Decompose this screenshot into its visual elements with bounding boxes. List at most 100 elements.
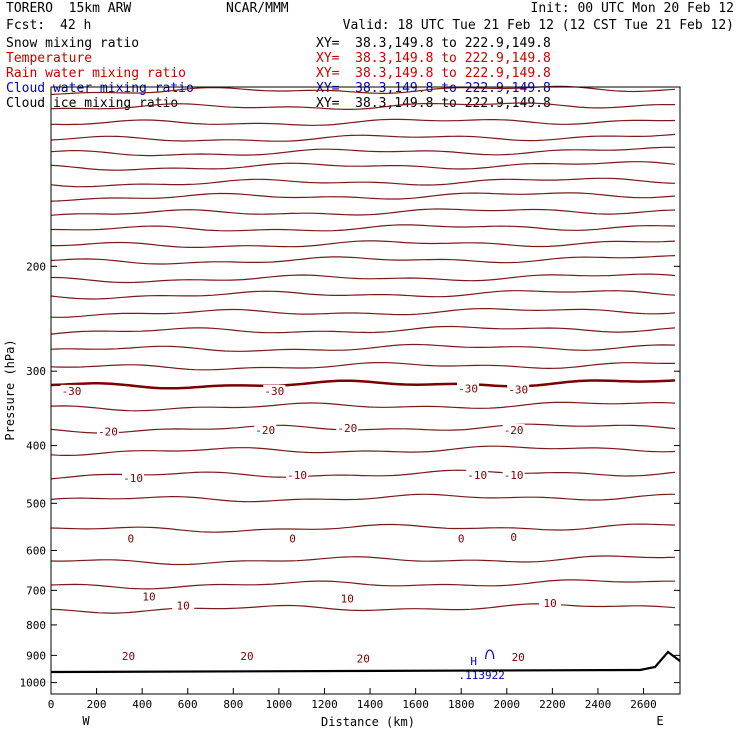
x-tick-label: 600 xyxy=(178,698,198,711)
isotherm-lines xyxy=(50,85,676,614)
contour-label: 20 xyxy=(357,653,370,666)
isotherm-line xyxy=(50,161,676,171)
contour-label: -20 xyxy=(98,425,118,438)
contour-label: -30 xyxy=(458,382,478,395)
terrain-line xyxy=(50,650,681,674)
cloud-water-max-symbol: H xyxy=(470,655,477,668)
field-xy-temperature: XY= 38.3,149.8 to 222.9,149.8 xyxy=(316,51,551,66)
x-axis-east-label: E xyxy=(656,714,663,728)
contour-label: 10 xyxy=(341,592,354,605)
y-tick-label: 900 xyxy=(26,649,46,662)
x-tick-label: 2600 xyxy=(630,698,657,711)
y-tick-label: 700 xyxy=(26,584,46,597)
isotherm-line xyxy=(51,240,676,248)
field-label-snow: Snow mixing ratio xyxy=(6,36,140,51)
x-tick-label: 400 xyxy=(132,698,152,711)
contour-label: -10 xyxy=(123,472,143,485)
contour-label-bg xyxy=(507,383,530,396)
isotherm-line xyxy=(50,85,676,96)
contour-label-bg xyxy=(336,592,359,605)
contour-label-bg xyxy=(352,652,375,665)
contour-label-bg xyxy=(457,382,480,395)
contour-label-bg xyxy=(119,532,142,545)
y-tick-label: 800 xyxy=(26,619,46,632)
isotherm-line xyxy=(50,290,676,300)
contour-label: 20 xyxy=(240,650,253,663)
contour-label-bg xyxy=(235,649,258,662)
terrain-profile xyxy=(50,650,681,674)
isotherm-line xyxy=(50,133,676,142)
contour-labels: -30 -30 -30 -30 -20 -20 -20 -20 -10 -10 -10 -10 0 0 0 0… xyxy=(60,382,562,666)
contour-label: 20 xyxy=(512,651,525,664)
y-axis-title: Pressure (hPa) xyxy=(3,339,17,440)
x-axis-west-label: W xyxy=(82,714,90,728)
isotherm-line xyxy=(51,224,676,232)
y-tick-label: 300 xyxy=(26,365,46,378)
cloud-water-max-value: .113922 xyxy=(459,669,505,682)
forecast-label: Fcst: xyxy=(6,18,46,33)
isotherm-line xyxy=(50,493,675,503)
contour-label: -10 xyxy=(287,469,307,482)
isotherm-line xyxy=(50,423,676,434)
contour-label: -10 xyxy=(467,469,487,482)
field-label-temperature: Temperature xyxy=(6,51,93,66)
contour-label: -30 xyxy=(62,385,82,398)
x-tick-label: 2400 xyxy=(585,698,612,711)
contour-label: 10 xyxy=(543,597,556,610)
isotherm-line xyxy=(50,308,676,318)
contour-label-bg xyxy=(539,597,562,610)
isotherm-line xyxy=(50,192,676,202)
isotherm-line xyxy=(50,362,675,371)
isotherm-line xyxy=(50,255,676,265)
contour-label: 0 xyxy=(289,532,296,545)
x-tick-label: 800 xyxy=(223,698,243,711)
x-axis-ticks: 0 200 400 600 800 1000 1200 1400 1600 1800 2000 220… xyxy=(48,688,657,711)
y-tick-label: 400 xyxy=(26,440,46,453)
contour-label-bg xyxy=(137,590,160,603)
contour-label: -20 xyxy=(504,424,524,437)
contour-label: 0 xyxy=(127,532,134,545)
contour-label: 10 xyxy=(177,599,190,612)
cloud-water-contour xyxy=(485,649,495,660)
contour-label: -30 xyxy=(264,385,284,398)
contour-label-bg xyxy=(450,532,473,545)
contour-label-bg xyxy=(281,532,304,545)
plot-frame xyxy=(50,86,681,695)
contour-label-bg xyxy=(172,599,195,612)
contour-label-bg xyxy=(263,384,286,397)
y-tick-label: 500 xyxy=(26,497,46,510)
isotherm-line xyxy=(50,523,676,533)
field-xy-snow: XY= 38.3,149.8 to 222.9,149.8 xyxy=(316,36,551,51)
field-xy-rain: XY= 38.3,149.8 to 222.9,149.8 xyxy=(316,66,551,81)
contour-label: -20 xyxy=(255,424,275,437)
isotherm-line xyxy=(50,579,675,590)
x-tick-label: 2000 xyxy=(494,698,521,711)
contour-label-bg xyxy=(336,421,359,434)
x-tick-label: 1600 xyxy=(402,698,429,711)
isotherm-line xyxy=(50,146,676,157)
institution-label: NCAR/MMM xyxy=(226,1,289,16)
y-tick-label: 200 xyxy=(26,260,46,273)
field-label-cloud-ice: Cloud ice mixing ratio xyxy=(6,96,179,111)
contour-label-bg xyxy=(286,469,309,482)
isotherm-line xyxy=(51,273,676,284)
isotherm-line xyxy=(50,325,676,335)
isotherm-line xyxy=(50,118,676,126)
contour-label-bg xyxy=(60,384,83,397)
x-tick-label: 2200 xyxy=(539,698,566,711)
x-axis-title: Distance (km) xyxy=(321,715,415,729)
isotherm-line xyxy=(50,379,676,390)
field-label-cloud-water: Cloud water mixing ratio xyxy=(6,81,194,96)
contour-label: 0 xyxy=(510,531,517,544)
x-tick-label: 1200 xyxy=(311,698,338,711)
isotherm-line xyxy=(50,603,676,614)
contour-label-bg xyxy=(502,469,525,482)
forecast-hour: 42 h xyxy=(60,18,92,33)
isotherm-line xyxy=(50,343,676,352)
contour-label-bg xyxy=(507,651,530,664)
x-tick-label: 1800 xyxy=(448,698,475,711)
isotherm-line xyxy=(50,445,676,456)
isotherm-line xyxy=(50,555,676,566)
